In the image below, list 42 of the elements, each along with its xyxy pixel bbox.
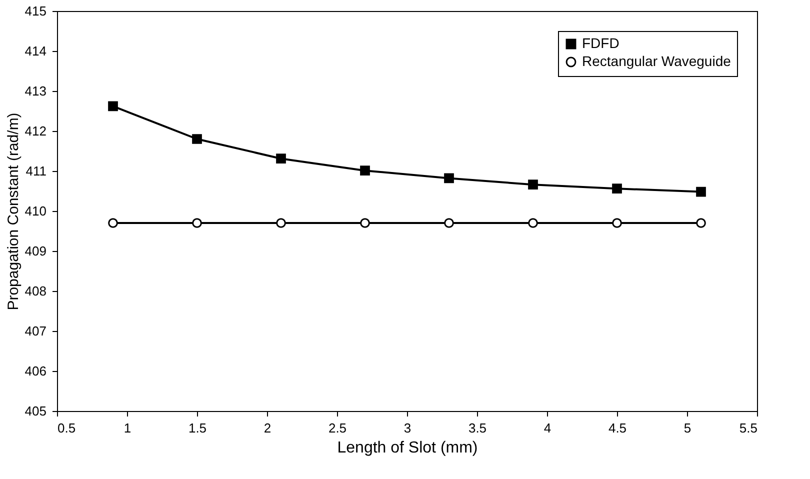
y-tick-label: 405 [24,404,46,418]
point [276,154,286,164]
y-tick-label: 415 [24,4,46,18]
point [360,218,370,228]
y-tick-label: 408 [24,284,46,298]
point [108,101,118,112]
x-tick-label: 3 [404,420,412,436]
legend-label: FDFD [582,35,620,51]
point [360,166,370,176]
x-tick-label: 2 [264,420,272,436]
x-axis-title: Length of Slot (mm) [337,440,478,456]
y-tick-label: 412 [24,124,46,138]
point [528,180,538,190]
x-tick-label: 1 [124,420,132,436]
y-tick-label: 413 [24,84,46,98]
point [192,218,202,228]
y-tick-label: 410 [24,204,46,218]
y-axis-title: Propagation Constant (rad/m) [4,112,22,310]
point [696,186,706,197]
point [108,218,118,228]
y-tick-label: 407 [24,324,46,338]
point [276,218,286,228]
x-tick-label: 5.5 [739,420,758,436]
y-tick-label: 414 [24,44,46,58]
x-tick-label: 2.5 [328,420,347,436]
point [612,218,622,228]
point [528,218,538,228]
point [444,173,454,184]
x-tick-label: 4 [544,420,552,436]
x-tick-label: 3.5 [468,420,487,436]
legend-label: Rectangular Waveguide [582,53,732,69]
point [192,134,202,144]
x-tick-label: 0.5 [58,420,76,436]
y-tick-label: 411 [26,164,46,178]
point [696,218,706,228]
point [612,184,622,194]
point [444,218,454,228]
x-tick-label: 5 [684,420,692,436]
x-tick-label: 1.5 [188,420,207,436]
y-tick-label: 409 [24,244,46,258]
y-tick-label: 406 [24,364,46,378]
x-tick-label: 4.5 [608,420,627,436]
